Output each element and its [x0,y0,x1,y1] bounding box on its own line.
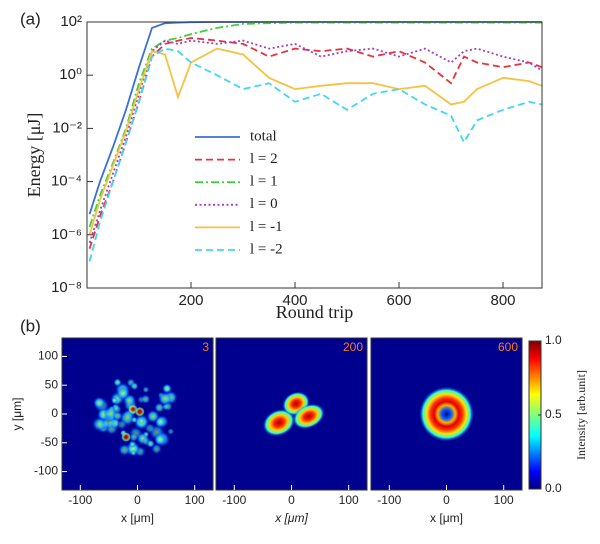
heatmap-image [62,338,213,490]
colorbar-tick-label: 0.0 [545,481,562,495]
lobe [292,403,325,430]
y-tick-label: 50 [45,377,59,391]
speckle [167,428,175,435]
speckle [130,449,137,456]
y-tick-label: 0 [51,406,58,420]
speckle [122,394,136,408]
speckle [134,406,145,417]
x-tick-label: 400 [282,292,307,309]
y-tick-label: 10² [60,13,82,30]
y-tick-label: 10⁻⁶ [51,226,82,243]
y-tick-label: -50 [41,435,59,449]
x-tick-label: 0 [288,493,295,507]
x-tick-label: -100 [68,493,92,507]
x-tick-label: 100 [494,493,514,507]
speckle [121,432,132,443]
speckle [116,419,127,430]
speckle [112,404,122,414]
x-tick-label: 200 [178,292,203,309]
y-tick-label: 10⁻⁸ [51,279,82,296]
y-tick-label: 10⁻² [52,119,82,136]
x-tick-label: 0 [443,493,450,507]
speckle [151,443,162,455]
speckle [118,443,131,456]
x-tick-label: -100 [377,493,401,507]
speckle [163,401,173,412]
series-line [88,39,543,244]
image-label: 200 [343,340,363,354]
y-tick-label: 10⁻⁴ [51,173,82,190]
image-label: 600 [498,340,518,354]
series-line [88,47,543,236]
x-tick-label: 100 [339,493,359,507]
y-tick-label: 10⁰ [59,66,82,83]
lobe [262,408,296,437]
plot-frame [86,21,543,289]
x-axis-label: x [μm] [121,511,154,525]
speckle [129,432,139,443]
y-axis-label: y [μm] [10,398,24,431]
legend-label: l = -2 [250,241,283,257]
colorbar-tick-label: 0.5 [545,407,562,421]
x-axis-label: x [μm] [274,511,308,525]
colorbar-label: Intensity [arb.unit] [574,370,588,460]
x-tick-label: 800 [490,292,515,309]
heatmap-image [371,338,522,490]
speckle [154,433,167,446]
x-axis-label: x [μm] [430,511,463,525]
y-tick-label: -100 [34,464,58,478]
legend-label: l = 2 [250,151,278,167]
image-label: 3 [202,340,209,354]
speckle [101,414,117,430]
legend-label: l = -1 [250,219,283,235]
legend-label: l = 1 [250,174,278,190]
speckle [140,394,151,404]
panel-label: (b) [20,316,41,335]
x-tick-label: 100 [185,493,205,507]
speckle [111,396,119,404]
legend-label: total [250,128,277,144]
x-tick-label: 0 [134,493,141,507]
legend-label: l = 0 [250,196,278,212]
panel-label: (a) [20,9,41,28]
y-tick-label: 100 [38,349,58,363]
speckle [144,423,156,434]
speckle [130,416,138,424]
ring [419,386,474,442]
x-tick-label: 600 [386,292,411,309]
x-axis-label: Round trip [276,302,354,322]
speckle [130,381,139,391]
x-tick-label: -100 [222,493,246,507]
speckle [146,439,155,448]
series-line [88,47,543,262]
series-line [88,21,542,228]
y-axis-label: Energy [μJ] [24,113,44,198]
speckle [162,383,172,394]
series-line [88,37,543,249]
speckle [142,431,150,438]
heatmap-image [216,338,367,490]
colorbar-tick-label: 1.0 [545,333,562,347]
speckle [142,386,150,394]
speckle [137,417,145,425]
speckle [128,440,137,448]
speckle [155,416,166,428]
speckle [93,396,106,410]
